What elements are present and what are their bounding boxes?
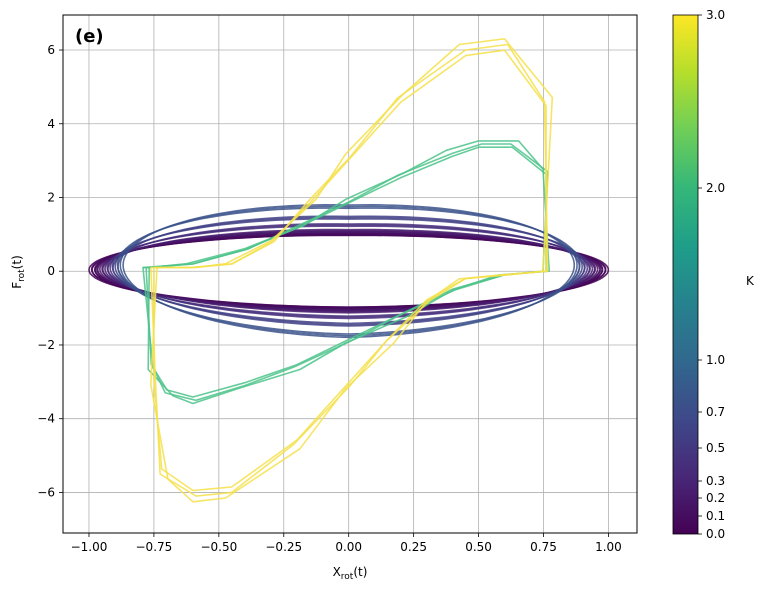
- y-axis-label-main: F: [10, 282, 24, 289]
- series-line: [153, 49, 547, 492]
- y-tick-label: −4: [37, 412, 55, 426]
- y-tick-label: 6: [47, 43, 55, 57]
- y-tick-label: −2: [37, 338, 55, 352]
- colorbar-label: K: [746, 274, 755, 288]
- colorbar-tick-label: 0.3: [706, 474, 725, 488]
- series-line: [143, 140, 551, 405]
- series-line: [116, 207, 581, 335]
- panel-label: (e): [75, 26, 104, 47]
- series-line: [142, 143, 549, 402]
- y-tick-label: 4: [47, 117, 55, 131]
- colorbar-tick-label: 0.2: [706, 491, 725, 505]
- x-axis-label-suffix: (t): [353, 565, 367, 579]
- series-layer: [88, 37, 610, 503]
- y-tick-label: 0: [47, 264, 55, 278]
- y-axis-ticks: −6 −4 −2 0 2 4 6: [37, 43, 63, 499]
- colorbar-tick-label: 3.0: [706, 8, 725, 22]
- series-k-2-0: [142, 140, 551, 405]
- x-tick-label: −1.00: [71, 540, 108, 554]
- series-line: [150, 43, 549, 497]
- x-axis-label: Xrot(t): [333, 565, 368, 582]
- colorbar-tick-label: 1.0: [706, 353, 725, 367]
- series-line: [145, 146, 547, 398]
- y-axis-label-suffix: (t): [10, 255, 24, 269]
- colorbar-tick-label: 0.5: [706, 441, 725, 455]
- colorbar-tick-label: 2.0: [706, 181, 725, 195]
- x-tick-label: 1.00: [595, 540, 622, 554]
- x-tick-label: 0.00: [335, 540, 362, 554]
- x-tick-label: −0.25: [265, 540, 302, 554]
- x-tick-label: −0.75: [136, 540, 173, 554]
- y-tick-label: −6: [37, 485, 55, 499]
- plot-frame: [62, 14, 638, 534]
- series-k-3-0: [150, 37, 554, 503]
- colorbar: [672, 14, 699, 535]
- x-tick-label: 0.25: [400, 540, 427, 554]
- x-axis-ticks: −1.00 −0.75 −0.50 −0.25 0.00 0.25 0.50 0.75 1.00: [71, 533, 622, 554]
- series-line: [122, 204, 576, 339]
- colorbar-ticks: 0.0 0.1 0.2 0.3 0.5 0.7 1.0 2.0 3.0: [698, 8, 725, 541]
- y-tick-label: 2: [47, 190, 55, 204]
- colorbar-tick-label: 0.1: [706, 509, 725, 523]
- series-k-1-0: [116, 204, 581, 339]
- x-tick-label: 0.50: [465, 540, 492, 554]
- x-axis-label-sub: rot: [341, 572, 354, 582]
- series-line: [114, 216, 583, 326]
- x-tick-label: 0.75: [530, 540, 557, 554]
- series-line: [111, 218, 586, 325]
- x-tick-label: −0.50: [200, 540, 237, 554]
- colorbar-tick-label: 0.7: [706, 405, 725, 419]
- x-axis-label-main: X: [333, 565, 341, 579]
- series-line: [150, 37, 554, 503]
- series-line: [119, 205, 578, 337]
- colorbar-tick-label: 0.0: [706, 527, 725, 541]
- y-axis-label-sub: rot: [17, 269, 27, 282]
- y-axis-label: Frot(t): [10, 255, 27, 289]
